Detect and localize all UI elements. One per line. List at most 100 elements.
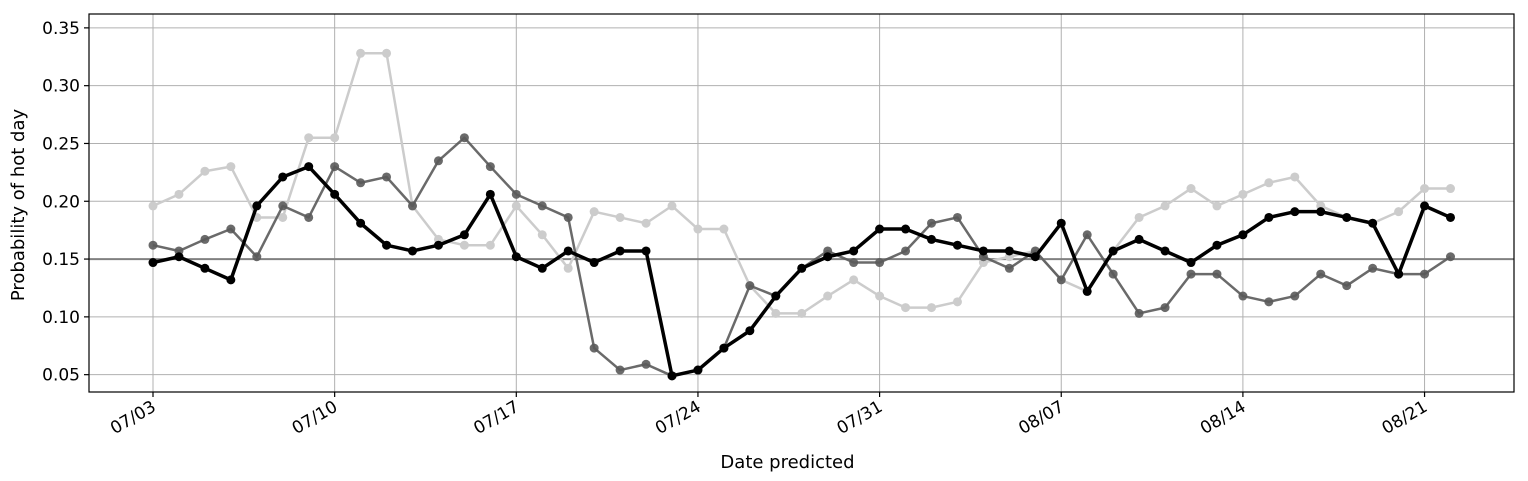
x-tick-label: 07/31 — [834, 397, 886, 439]
data-point — [1264, 178, 1274, 188]
data-point — [563, 263, 573, 273]
data-point — [1056, 275, 1066, 285]
data-point — [356, 218, 366, 228]
data-point — [382, 172, 392, 182]
data-point — [771, 291, 781, 301]
data-point — [849, 275, 859, 285]
x-tick-label: 07/17 — [470, 397, 522, 439]
data-point — [382, 240, 392, 250]
data-point — [901, 246, 911, 256]
data-point — [1212, 201, 1222, 211]
data-point — [537, 230, 547, 240]
data-point — [1290, 172, 1300, 182]
data-point — [978, 246, 988, 256]
data-point — [1134, 308, 1144, 318]
data-point — [330, 162, 340, 172]
data-point — [615, 212, 625, 222]
data-point — [408, 246, 417, 256]
data-point — [278, 172, 288, 182]
data-point — [252, 252, 262, 262]
data-point — [304, 133, 314, 143]
data-point — [797, 308, 807, 318]
data-point — [1212, 240, 1222, 250]
data-point — [511, 189, 521, 199]
data-point — [1420, 184, 1430, 194]
data-point — [1368, 263, 1378, 273]
grid — [89, 14, 1514, 392]
data-point — [485, 162, 495, 172]
data-point — [200, 234, 210, 244]
data-point — [1264, 212, 1274, 222]
data-point — [745, 326, 755, 336]
data-point — [693, 224, 703, 234]
data-point — [485, 189, 495, 199]
x-tick-label: 08/21 — [1379, 397, 1431, 439]
data-point — [563, 212, 573, 222]
data-point — [537, 263, 547, 273]
y-axis-label: Probability of hot day — [8, 109, 29, 302]
data-point — [1082, 230, 1092, 240]
data-point — [641, 218, 651, 228]
data-point — [174, 189, 184, 199]
data-point — [408, 201, 417, 211]
data-point — [589, 343, 599, 353]
data-point — [433, 156, 443, 166]
data-point — [849, 246, 859, 256]
series-layer — [148, 48, 1455, 381]
data-point — [1108, 246, 1118, 256]
data-point — [485, 240, 495, 250]
data-point — [615, 246, 625, 256]
data-point — [1342, 281, 1352, 291]
series-line — [152, 136, 1452, 378]
x-axis: 07/03 07/10 07/17 07/24 07/31 08/07 08/14 08/21 — [107, 392, 1431, 439]
data-point — [1420, 201, 1430, 211]
data-point — [1446, 184, 1455, 194]
data-point — [1186, 258, 1196, 268]
data-point — [1056, 218, 1066, 228]
data-point — [875, 258, 885, 268]
series-1 — [148, 48, 1455, 318]
data-point — [693, 365, 703, 375]
y-tick-label: 0.15 — [42, 250, 80, 270]
data-point — [849, 258, 859, 268]
data-point — [1030, 252, 1040, 262]
data-point — [1160, 201, 1170, 211]
data-point — [174, 252, 184, 262]
data-point — [1134, 234, 1144, 244]
data-point — [901, 224, 911, 234]
data-point — [1316, 207, 1326, 217]
data-point — [148, 258, 158, 268]
data-point — [1290, 207, 1300, 217]
data-point — [641, 246, 651, 256]
x-tick-label: 07/03 — [107, 397, 159, 439]
data-point — [252, 201, 262, 211]
data-point — [1342, 212, 1352, 222]
y-tick-label: 0.30 — [42, 77, 80, 97]
data-point — [1082, 286, 1092, 296]
data-point — [823, 252, 833, 262]
data-point — [719, 343, 729, 353]
data-point — [304, 162, 314, 172]
data-point — [330, 189, 340, 199]
data-point — [1316, 269, 1326, 279]
data-point — [200, 166, 210, 176]
data-point — [927, 218, 936, 228]
data-point — [148, 240, 158, 250]
data-point — [226, 224, 236, 234]
data-point — [927, 303, 936, 313]
x-tick-label: 08/07 — [1015, 397, 1067, 439]
y-tick-label: 0.25 — [42, 134, 80, 154]
data-point — [330, 133, 340, 143]
data-point — [356, 178, 366, 188]
data-point — [901, 303, 911, 313]
data-point — [148, 201, 158, 211]
data-point — [356, 48, 366, 58]
data-point — [952, 212, 962, 222]
data-point — [278, 212, 288, 222]
data-point — [537, 201, 547, 211]
y-tick-label: 0.35 — [42, 19, 80, 39]
data-point — [433, 240, 443, 250]
data-point — [952, 240, 962, 250]
data-point — [771, 308, 781, 318]
data-point — [797, 263, 807, 273]
